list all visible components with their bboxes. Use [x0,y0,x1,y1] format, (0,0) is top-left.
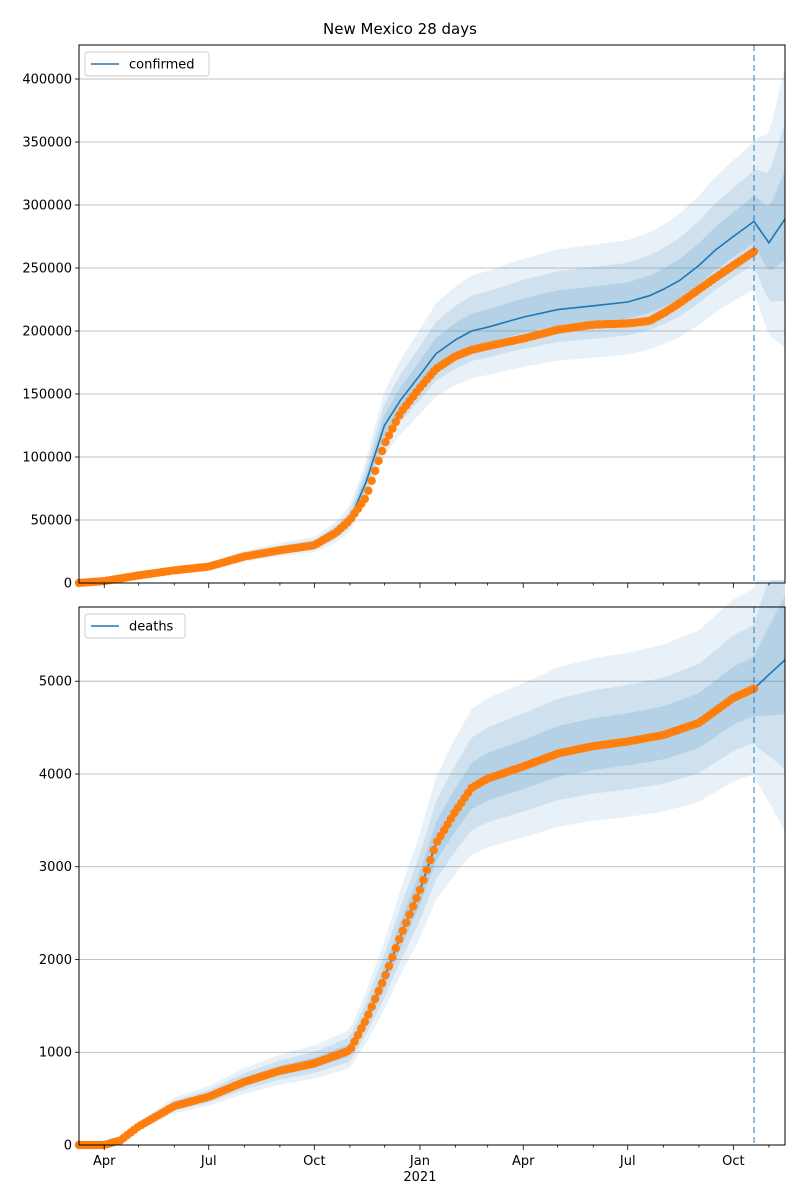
x-tick-label: Jan [409,1154,430,1169]
legend-box [84,613,186,639]
observed-point [367,1002,376,1011]
y-tick-label: 50000 [31,514,72,529]
x-tick-label: Jul [200,1154,217,1169]
observed-point [426,855,435,865]
observed-point [367,476,376,485]
y-tick-label: 300000 [22,199,72,214]
uncertainty-band [79,66,785,583]
observed-point [749,247,759,256]
observed-point [398,926,407,935]
observed-point [384,961,394,971]
observed-point [377,446,387,456]
y-tick-label: 0 [64,1139,72,1154]
legend-box [84,51,210,77]
observed-point [371,466,380,476]
chart-title: New Mexico 28 days [323,20,477,38]
observed-point [364,1010,373,1019]
y-tick-label: 350000 [22,136,72,151]
observed-point [405,910,414,919]
y-tick-label: 1000 [39,1046,72,1061]
observed-point [364,486,373,495]
legend: confirmed [84,51,210,77]
observed-point [377,979,387,988]
y-tick-label: 2000 [39,953,72,968]
observed-point [360,1017,369,1027]
y-tick-label: 3000 [39,860,72,875]
observed-point [388,424,397,433]
observed-point [408,902,418,911]
observed-point [381,970,390,980]
observed-point [374,456,383,466]
observed-point [412,893,421,903]
observed-point [384,431,394,440]
observed-point [346,1044,356,1053]
observed-point [415,885,425,895]
observed-point [395,935,404,944]
observed-point [350,1037,359,1046]
legend: deaths [84,613,186,639]
observed-point [391,417,400,427]
observed-point [360,494,369,504]
y-tick-label: 0 [64,577,72,592]
axes-frame [78,44,786,584]
x-tick-label: Oct [303,1154,325,1169]
y-tick-label: 250000 [22,262,72,277]
observed-point [353,1030,363,1040]
legend-label: deaths [129,620,174,635]
uncertainty-band [79,595,785,1145]
y-tick-label: 400000 [22,73,72,88]
observed-point [374,986,383,996]
observed-point [422,865,431,875]
observed-point [371,994,380,1004]
observed-point [429,846,438,855]
panel-1: 0 50000 100000 150000 200000 250000 300000 3500… [22,44,786,592]
x-tick-label: Apr [512,1154,535,1169]
legend-label: confirmed [129,58,195,73]
observed-point [419,875,428,885]
observed-point [357,1024,366,1033]
axes-frame [78,606,786,1146]
observed-point [388,953,397,962]
y-tick-label: 150000 [22,388,72,403]
y-tick-label: 4000 [39,767,72,782]
observed-point [381,438,390,447]
x-tick-label: Apr [93,1154,116,1169]
x-tick-label: Oct [722,1154,744,1169]
panel-2: 0 1000 2000 3000 4000 5000 Apr Jul Oct Jan Apr Jul O… [39,580,786,1185]
uncertainty-band [79,122,785,583]
x-year-label: 2021 [403,1170,436,1185]
y-tick-label: 5000 [39,675,72,690]
x-tick-label: Jul [619,1154,636,1169]
observed-point [391,944,400,953]
observed-point [402,918,411,927]
y-tick-label: 100000 [22,451,72,466]
y-tick-label: 200000 [22,325,72,340]
